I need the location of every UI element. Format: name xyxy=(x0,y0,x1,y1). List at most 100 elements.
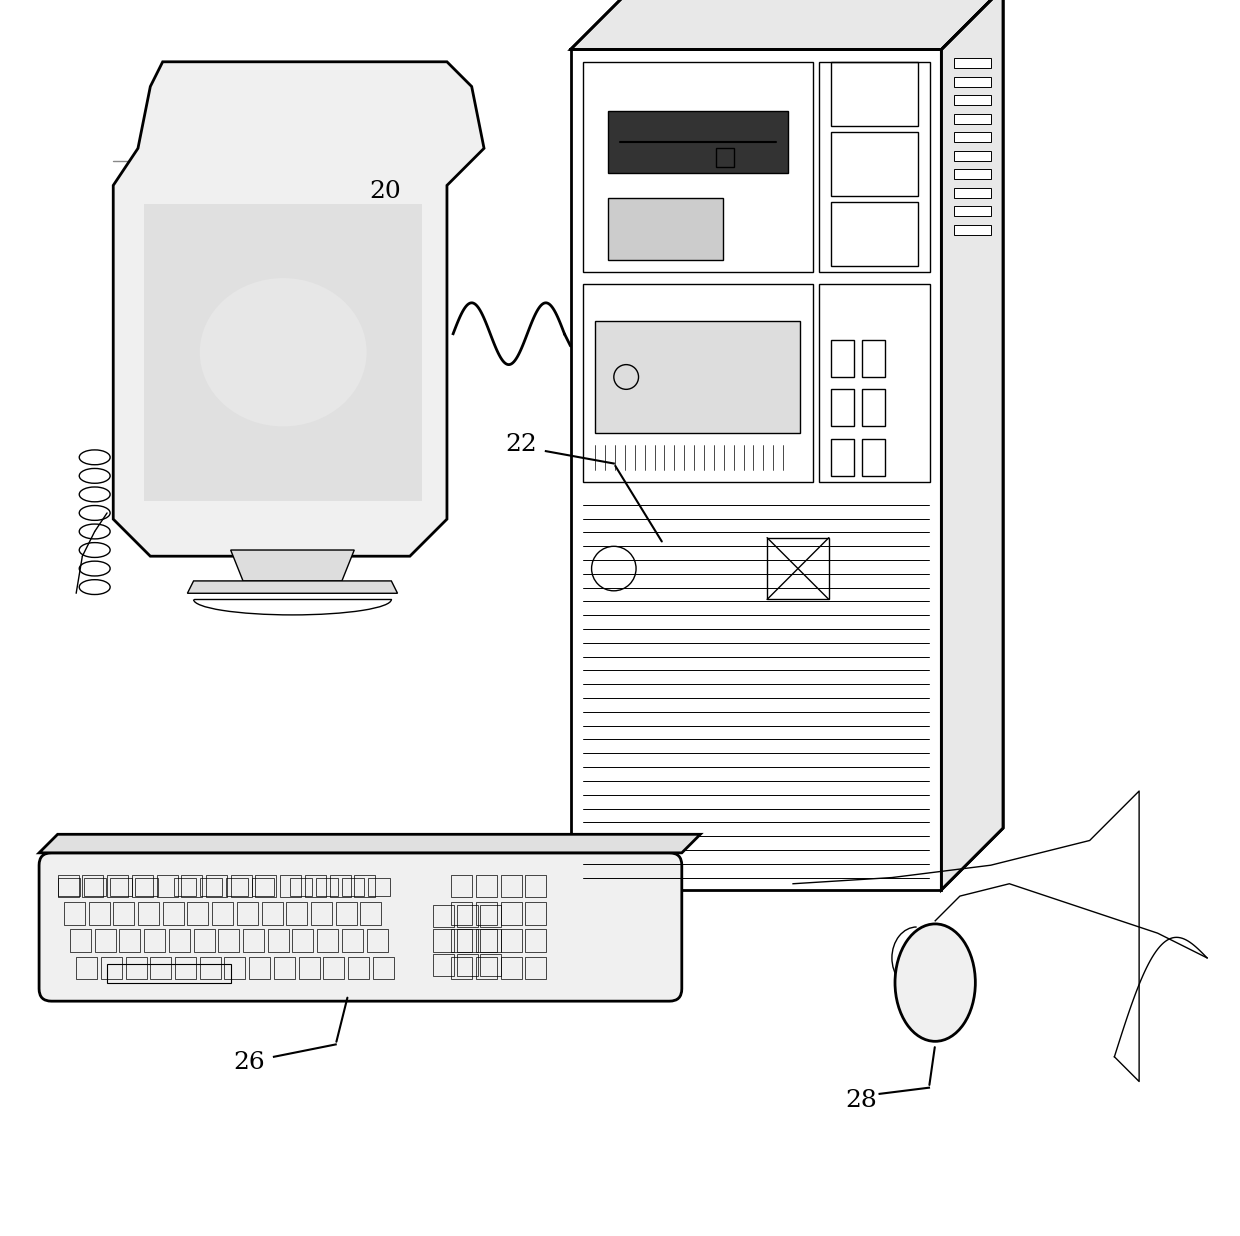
Bar xyxy=(249,957,270,979)
Bar xyxy=(583,284,812,482)
Bar xyxy=(135,878,157,896)
Bar xyxy=(954,114,991,124)
Bar xyxy=(831,62,918,126)
Polygon shape xyxy=(40,834,701,853)
Bar xyxy=(954,132,991,142)
Bar xyxy=(954,77,991,87)
Bar xyxy=(280,875,301,897)
Bar xyxy=(336,902,357,925)
Bar xyxy=(433,929,454,952)
Bar xyxy=(954,169,991,179)
Ellipse shape xyxy=(895,925,976,1041)
Bar xyxy=(501,957,522,979)
Bar xyxy=(274,957,295,979)
Bar xyxy=(169,929,190,952)
Bar xyxy=(218,929,239,952)
Bar xyxy=(131,875,153,897)
Bar xyxy=(368,878,391,896)
Bar xyxy=(831,201,918,266)
Bar xyxy=(305,875,326,897)
Bar xyxy=(476,902,497,925)
Bar xyxy=(355,875,376,897)
Bar xyxy=(144,204,423,501)
Polygon shape xyxy=(113,62,484,556)
Ellipse shape xyxy=(200,278,367,426)
Bar xyxy=(175,957,196,979)
Bar xyxy=(456,905,477,927)
Bar xyxy=(342,929,363,952)
Bar xyxy=(156,875,177,897)
Bar xyxy=(433,954,454,976)
Bar xyxy=(212,902,233,925)
Bar xyxy=(83,878,105,896)
Bar xyxy=(174,878,196,896)
Bar xyxy=(954,225,991,235)
Bar xyxy=(570,49,941,890)
Bar xyxy=(187,902,208,925)
Bar xyxy=(224,957,246,979)
Bar xyxy=(200,957,221,979)
Bar xyxy=(243,929,264,952)
Bar xyxy=(456,954,477,976)
Bar xyxy=(94,929,115,952)
Bar xyxy=(862,439,884,476)
Bar xyxy=(57,875,78,897)
Bar xyxy=(316,878,339,896)
Bar xyxy=(476,957,497,979)
Polygon shape xyxy=(231,550,355,581)
Bar xyxy=(286,902,308,925)
Bar xyxy=(608,111,789,173)
Bar xyxy=(954,206,991,216)
Bar xyxy=(206,875,227,897)
Bar xyxy=(63,902,84,925)
Bar xyxy=(583,62,812,272)
Bar xyxy=(82,875,103,897)
Bar xyxy=(88,902,109,925)
Bar xyxy=(193,929,215,952)
Bar xyxy=(480,905,501,927)
Bar xyxy=(342,878,365,896)
Bar xyxy=(107,964,231,983)
Bar xyxy=(476,929,497,952)
Bar xyxy=(768,538,828,599)
Bar xyxy=(433,905,454,927)
Bar xyxy=(226,878,248,896)
FancyBboxPatch shape xyxy=(40,853,682,1001)
Bar xyxy=(100,957,122,979)
Bar xyxy=(330,875,351,897)
Bar xyxy=(252,878,274,896)
Polygon shape xyxy=(187,581,398,593)
Text: 24: 24 xyxy=(227,378,259,400)
Bar xyxy=(480,929,501,952)
Bar xyxy=(501,875,522,897)
Bar xyxy=(262,902,283,925)
Bar xyxy=(954,188,991,198)
Bar xyxy=(200,878,222,896)
Bar xyxy=(501,902,522,925)
Bar xyxy=(311,902,332,925)
Bar xyxy=(348,957,370,979)
Bar xyxy=(526,957,547,979)
Bar xyxy=(138,902,159,925)
Bar xyxy=(57,878,79,896)
Text: 20: 20 xyxy=(370,180,401,203)
Bar xyxy=(715,148,734,167)
Bar xyxy=(954,58,991,68)
Bar xyxy=(69,929,91,952)
Bar xyxy=(595,321,801,433)
Bar xyxy=(144,204,423,501)
Bar xyxy=(526,902,547,925)
Bar xyxy=(954,151,991,161)
Bar xyxy=(818,284,930,482)
Text: 26: 26 xyxy=(233,1052,265,1074)
Bar xyxy=(526,929,547,952)
Bar xyxy=(113,902,134,925)
Bar xyxy=(480,954,501,976)
Bar xyxy=(107,875,128,897)
Bar xyxy=(862,389,884,426)
Bar xyxy=(255,875,277,897)
Bar xyxy=(76,957,97,979)
Bar xyxy=(324,957,345,979)
Text: 28: 28 xyxy=(846,1089,877,1111)
Bar xyxy=(954,95,991,105)
